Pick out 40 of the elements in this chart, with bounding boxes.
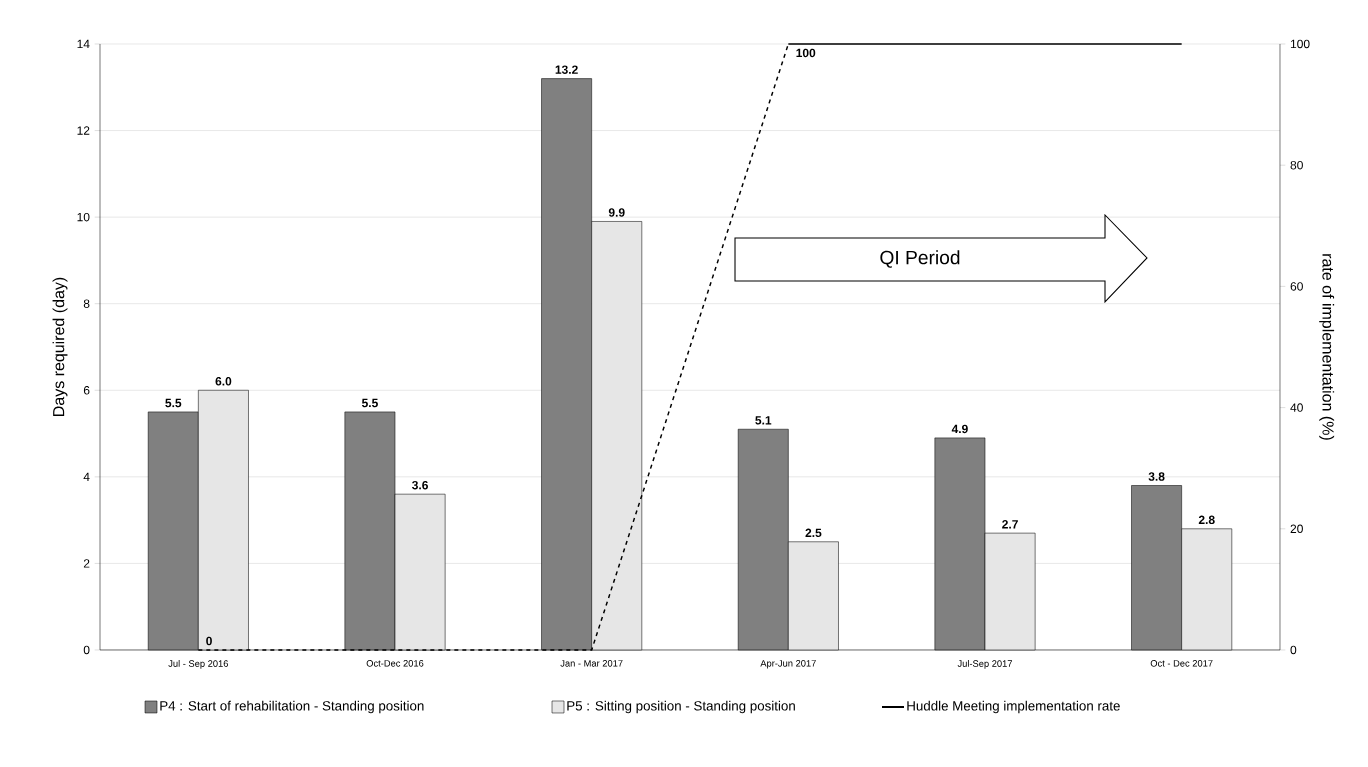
x-tick-label: Jul-Sep 2017 bbox=[957, 660, 1013, 669]
data-label: 2.7 bbox=[1002, 520, 1018, 529]
x-tick-label: Oct-Dec 2016 bbox=[366, 660, 424, 667]
data-label: 2.5 bbox=[805, 528, 822, 538]
y-tick-label: 10 bbox=[77, 212, 90, 222]
data-label: 5.5 bbox=[361, 398, 378, 408]
data-label: 5.5 bbox=[165, 398, 182, 408]
y2-tick-label: 100 bbox=[1290, 39, 1310, 49]
y-tick-label: 0 bbox=[83, 645, 90, 655]
y-tick-label: 8 bbox=[83, 299, 90, 308]
y-tick-label: 4 bbox=[83, 472, 90, 481]
data-label: 3.8 bbox=[1148, 472, 1165, 481]
y2-tick-label: 60 bbox=[1290, 282, 1303, 291]
data-label: 2.8 bbox=[1198, 515, 1215, 525]
data-label: 6.0 bbox=[215, 377, 232, 386]
x-tick-label: Oct - Dec 2017 bbox=[1150, 660, 1213, 667]
y-tick-label: 6 bbox=[83, 386, 90, 395]
legend-label: P5 : Sitting position - Standing position bbox=[567, 700, 795, 714]
x-tick-label: Apr-Jun 2017 bbox=[760, 660, 816, 669]
data-label: 13.2 bbox=[555, 65, 578, 74]
data-label: 100 bbox=[796, 48, 816, 58]
data-label: 3.6 bbox=[412, 480, 428, 490]
data-label: 9.9 bbox=[608, 208, 625, 217]
y2-axis-title: rate of implementation (%) bbox=[1319, 254, 1335, 440]
y-tick-label: 14 bbox=[77, 39, 90, 49]
y2-tick-label: 80 bbox=[1290, 160, 1303, 170]
x-tick-label: Jan - Mar 2017 bbox=[560, 660, 623, 667]
y-axis-title: Days required (day) bbox=[52, 277, 68, 416]
y2-tick-label: 0 bbox=[1290, 645, 1297, 655]
y-tick-label: 12 bbox=[77, 126, 90, 135]
data-label: 0 bbox=[206, 636, 212, 646]
data-label: 4.9 bbox=[951, 424, 968, 434]
y2-tick-label: 40 bbox=[1290, 403, 1303, 412]
legend-label: P4 : Start of rehabilitation - Standing position bbox=[160, 700, 424, 714]
y2-tick-label: 20 bbox=[1290, 524, 1303, 534]
y-tick-label: 2 bbox=[83, 559, 90, 568]
annotation: QI Period bbox=[880, 250, 960, 268]
x-tick-label: Jul - Sep 2016 bbox=[168, 660, 228, 669]
data-label: 5.1 bbox=[755, 416, 772, 425]
legend-label: Huddle Meeting implementation rate bbox=[907, 700, 1120, 714]
